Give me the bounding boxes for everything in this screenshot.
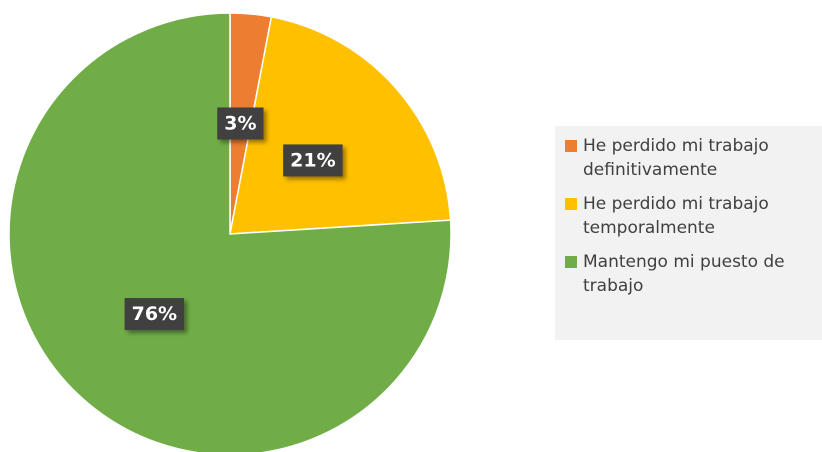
legend-swatch [565,256,577,268]
pie-slice [229,16,452,235]
legend-swatch [565,198,577,210]
data-label-text: 76% [132,303,177,325]
data-label: 21% [283,144,343,177]
data-label: 76% [124,298,185,331]
pie [8,12,452,452]
data-label-box [124,298,185,331]
legend-item: He perdido mi trabajo temporalmente [565,192,812,240]
data-label-text: 21% [290,149,335,171]
legend-swatch [565,140,577,152]
data-label-box [283,144,343,177]
legend-item: Mantengo mi puesto de trabajo [565,250,812,298]
legend: He perdido mi trabajo definitivamente He … [555,126,822,340]
legend-label: Mantengo mi puesto de trabajo [583,252,785,296]
data-labels: 3% 21% 76% [124,107,343,331]
data-label-box [217,107,264,140]
data-label-text: 3% [224,112,256,134]
legend-label: He perdido mi trabajo temporalmente [583,194,769,238]
legend-label: He perdido mi trabajo definitivamente [583,136,769,180]
legend-item: He perdido mi trabajo definitivamente [565,134,812,182]
data-label: 3% [217,107,264,140]
pie-slice [8,12,452,452]
